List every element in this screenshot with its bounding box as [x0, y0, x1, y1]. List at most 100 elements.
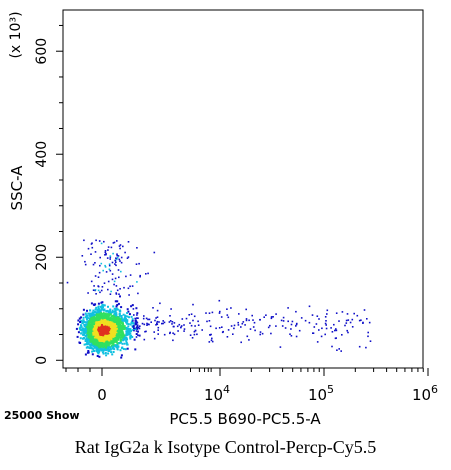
- data-point: [95, 323, 98, 326]
- data-point: [106, 342, 109, 345]
- data-point: [349, 321, 352, 324]
- data-point: [129, 328, 132, 331]
- data-point: [92, 333, 95, 336]
- data-point: [81, 322, 84, 324]
- data-point: [114, 323, 116, 326]
- data-point: [161, 322, 163, 325]
- data-point: [135, 326, 138, 329]
- data-point: [131, 304, 134, 307]
- data-point: [120, 261, 123, 264]
- data-point: [109, 256, 112, 258]
- data-point: [85, 321, 87, 324]
- data-point: [95, 346, 98, 349]
- data-point: [115, 305, 118, 308]
- data-point: [240, 326, 242, 328]
- data-point: [108, 314, 111, 317]
- data-point: [123, 325, 126, 328]
- data-point: [102, 352, 105, 355]
- data-point: [102, 346, 105, 349]
- data-point: [105, 354, 108, 357]
- data-point: [116, 348, 119, 351]
- data-point: [290, 323, 293, 326]
- data-point: [146, 324, 148, 326]
- data-point: [104, 266, 107, 268]
- data-point: [87, 350, 90, 352]
- data-point: [111, 309, 114, 312]
- data-point: [197, 320, 199, 323]
- data-point: [123, 319, 126, 322]
- data-point: [117, 327, 120, 330]
- data-point: [156, 322, 158, 325]
- data-point: [81, 320, 84, 323]
- data-point: [105, 321, 108, 324]
- data-point: [253, 321, 256, 324]
- data-point: [177, 330, 179, 332]
- data-point: [335, 329, 338, 332]
- data-point: [124, 251, 126, 254]
- data-point: [90, 344, 93, 347]
- data-point: [138, 262, 140, 265]
- data-point: [344, 324, 346, 327]
- plot-frame: [62, 9, 424, 369]
- data-point: [103, 321, 106, 323]
- data-point: [93, 341, 96, 343]
- data-point: [360, 319, 362, 321]
- data-point: [154, 319, 156, 322]
- data-point: [133, 338, 136, 341]
- data-point: [94, 303, 97, 306]
- x-tick-exponent: 4: [223, 383, 230, 396]
- data-point: [145, 273, 147, 275]
- data-point: [237, 324, 240, 326]
- data-point: [97, 322, 100, 325]
- data-point: [115, 314, 118, 317]
- data-point: [129, 336, 132, 339]
- data-point: [87, 325, 90, 328]
- data-point: [107, 334, 110, 337]
- data-point: [92, 325, 95, 328]
- data-point: [100, 334, 103, 336]
- data-point: [338, 320, 340, 322]
- data-point: [156, 323, 159, 326]
- data-point: [85, 343, 88, 346]
- data-point: [96, 311, 98, 314]
- data-point: [123, 337, 126, 340]
- data-point: [118, 258, 121, 261]
- data-point: [97, 276, 100, 278]
- data-point: [101, 322, 104, 325]
- data-point: [132, 308, 135, 310]
- data-point: [169, 315, 171, 317]
- data-point: [109, 346, 112, 349]
- data-point: [135, 307, 138, 310]
- data-point: [123, 338, 126, 341]
- data-point: [336, 349, 338, 351]
- data-point: [295, 323, 298, 326]
- data-point: [103, 326, 106, 329]
- data-point: [87, 247, 90, 250]
- data-point: [118, 335, 121, 337]
- data-point: [97, 285, 99, 287]
- y-tick-label: 200: [34, 244, 50, 271]
- data-point: [259, 333, 261, 336]
- data-point: [120, 321, 123, 324]
- data-point: [157, 333, 159, 335]
- data-point: [107, 344, 110, 347]
- data-point: [86, 323, 89, 326]
- data-point: [334, 337, 337, 340]
- data-point: [126, 343, 129, 346]
- y-tick-label: 400: [34, 141, 50, 168]
- data-point: [209, 334, 211, 336]
- data-point: [94, 262, 96, 264]
- data-point: [98, 271, 101, 274]
- data-point: [111, 278, 114, 281]
- data-point: [341, 311, 344, 313]
- data-point: [82, 313, 85, 316]
- data-point: [111, 345, 114, 348]
- data-point: [210, 339, 213, 342]
- data-point: [135, 330, 138, 332]
- data-point: [115, 261, 117, 263]
- data-point: [284, 327, 287, 329]
- data-point: [127, 241, 130, 243]
- data-point: [129, 323, 132, 326]
- data-point: [95, 329, 98, 332]
- data-point: [173, 322, 176, 324]
